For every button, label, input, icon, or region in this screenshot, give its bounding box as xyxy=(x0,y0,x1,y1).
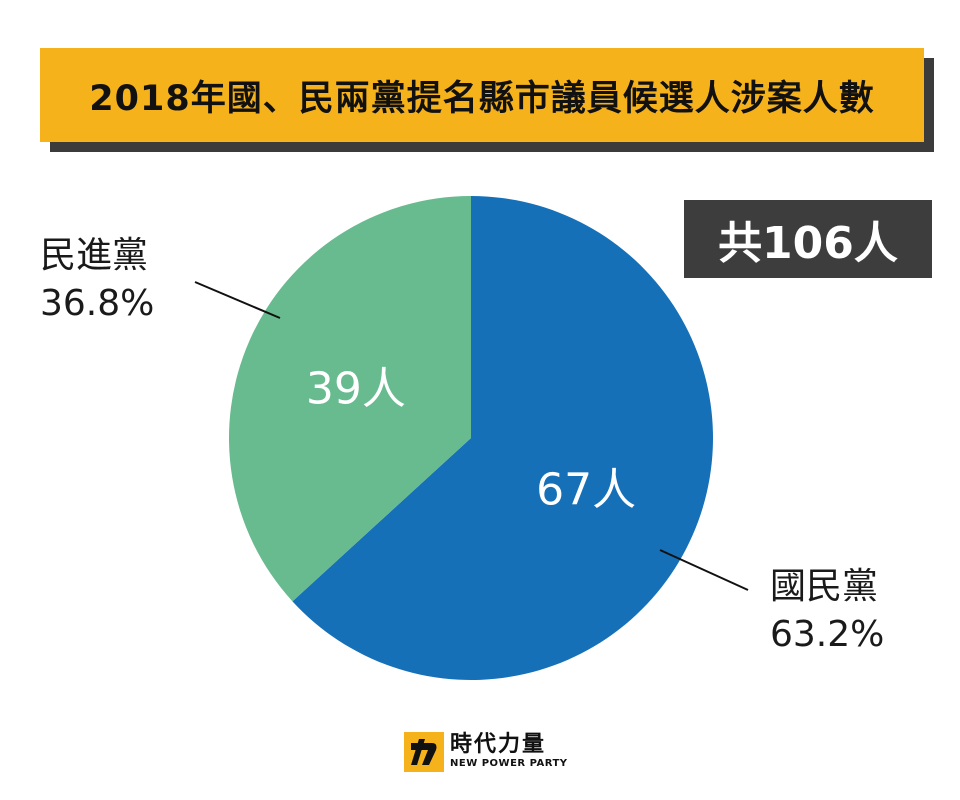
kmt-leader-line xyxy=(659,549,749,591)
total-badge: 共106人 xyxy=(684,200,932,278)
new-power-party-logo: 時代力量 NEW POWER PARTY xyxy=(404,732,568,772)
dpp-external-label: 民進黨 36.8% xyxy=(40,232,154,328)
kmt-party-name: 國民黨 xyxy=(770,566,879,607)
kmt-external-label: 國民黨 63.2% xyxy=(770,563,884,659)
logo-text-en: NEW POWER PARTY xyxy=(450,758,568,769)
pie-value-label-kmt: 67人 xyxy=(536,465,636,516)
title-banner: 2018年國、民兩黨提名縣市議員候選人涉案人數 xyxy=(40,48,936,154)
total-label: 共106人 xyxy=(718,218,898,269)
dpp-party-name: 民進黨 xyxy=(40,235,149,276)
pie-slice-kmt xyxy=(292,196,713,681)
kmt-percent: 63.2% xyxy=(770,614,885,655)
chart-title: 2018年國、民兩黨提名縣市議員候選人涉案人數 xyxy=(89,78,875,119)
dpp-percent: 36.8% xyxy=(40,283,155,324)
title-box: 2018年國、民兩黨提名縣市議員候選人涉案人數 xyxy=(40,48,924,142)
pie-slice-dpp xyxy=(228,196,471,602)
dpp-leader-line xyxy=(194,281,281,319)
logo-icon xyxy=(404,732,444,772)
pie-value-label-dpp: 39人 xyxy=(306,363,406,414)
logo-text-cn: 時代力量 xyxy=(450,732,547,757)
